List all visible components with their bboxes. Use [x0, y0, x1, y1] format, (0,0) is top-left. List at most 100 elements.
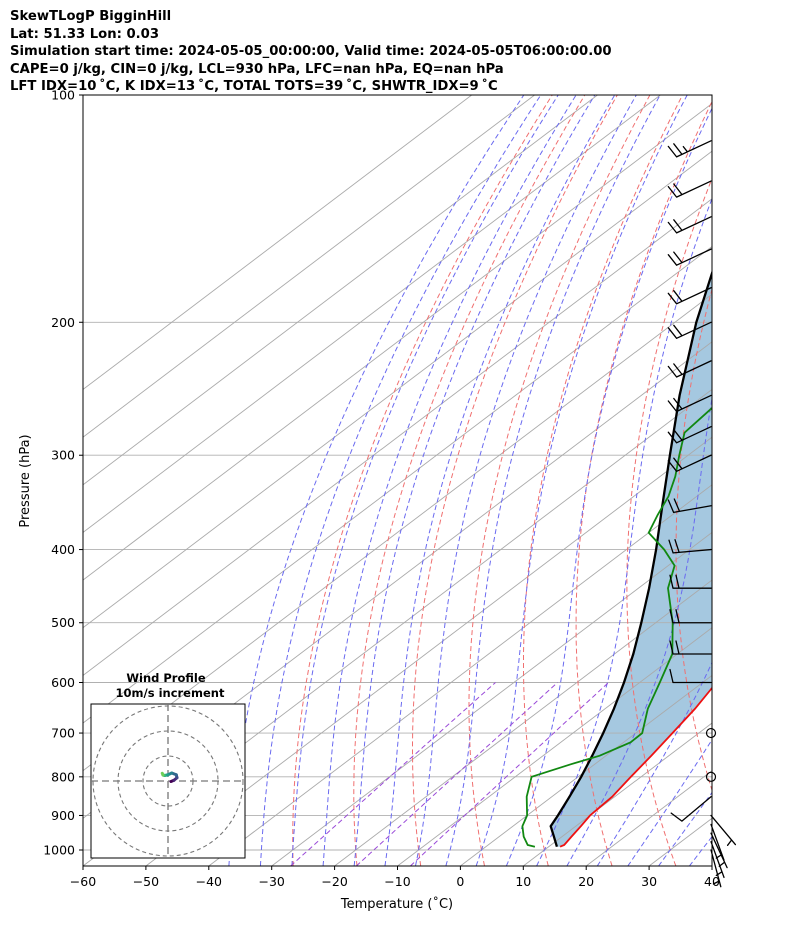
isotherm-line	[711, 865, 712, 866]
isotherm-line	[523, 722, 712, 866]
wind-barb	[669, 640, 712, 655]
mixing-ratio-line	[290, 682, 496, 866]
wind-barb	[667, 140, 712, 158]
wind-barb	[710, 849, 722, 888]
dry-adiabat-line	[770, 95, 794, 866]
y-axis-label: Pressure (hPa)	[18, 434, 33, 527]
mixing-ratio-line	[355, 682, 558, 866]
wind-barb	[669, 574, 712, 589]
wind-barb	[669, 668, 712, 684]
isotherm-line	[83, 95, 472, 391]
header-index-line: LFT IDX=10 ˚C, K IDX=13 ˚C, TOTAL TOTS=3…	[10, 79, 498, 94]
mixing-ratio-lines	[290, 682, 609, 866]
x-axis-label: Temperature (˚C)	[340, 896, 453, 912]
isotherm-line	[145, 436, 712, 866]
y-tick-label: 700	[51, 726, 75, 741]
temperature-profile-line	[559, 686, 712, 848]
wind-barb	[710, 832, 728, 869]
dewpoint-profile-line	[521, 407, 712, 848]
dry-adiabat-line	[724, 95, 794, 866]
isotherm-line	[271, 531, 712, 866]
moist-adiabat-line	[353, 95, 596, 866]
mixing-ratio-line	[410, 682, 609, 866]
isotherm-line	[208, 484, 712, 866]
isotherm-line	[83, 95, 661, 533]
wind-barb	[710, 823, 725, 861]
wind-barb	[667, 287, 712, 305]
wind-barb	[667, 498, 712, 514]
moist-adiabat-line	[384, 95, 616, 866]
x-axis-ticks: −60 −50 −40 −30 −20 −10 0 10 20 30 40	[70, 866, 720, 889]
cape-shaded-area	[550, 273, 712, 847]
x-tick-label: −20	[321, 874, 347, 889]
moist-adiabat-line	[596, 661, 712, 866]
isotherm-line	[83, 388, 712, 866]
y-tick-label: 600	[51, 675, 75, 690]
dry-adiabat-line	[468, 95, 651, 866]
y-tick-label: 200	[51, 315, 75, 330]
wind-barb	[668, 539, 712, 554]
y-tick-label: 1000	[43, 843, 75, 858]
y-tick-label: 400	[51, 542, 75, 557]
moist-adiabat-line	[658, 791, 712, 866]
inset-subtitle: 10m/s increment	[116, 686, 225, 700]
hodograph-inset: Wind Profile 10m/s increment	[90, 671, 246, 859]
inset-title: Wind Profile	[126, 671, 206, 685]
x-tick-label: 20	[578, 874, 594, 889]
moist-adiabat-line	[415, 95, 637, 866]
moist-adiabat-line	[259, 95, 542, 866]
wind-barb	[670, 796, 712, 822]
wind-barb	[667, 454, 712, 472]
wind-barb	[667, 394, 712, 413]
dry-adiabat-line	[575, 100, 712, 866]
wind-barb-calm	[705, 771, 717, 782]
isotherm-line	[83, 245, 712, 724]
moist-adiabat-line	[445, 95, 661, 866]
moist-adiabat-line	[566, 395, 712, 866]
moist-adiabat-line	[291, 95, 559, 866]
wind-barb	[667, 426, 712, 444]
header-location-line: Lat: 51.33 Lon: 0.03	[10, 26, 160, 42]
x-tick-label: −40	[196, 874, 222, 889]
cape-cin-shading	[550, 273, 712, 847]
chart-header: SkewTLogP BigginHill Lat: 51.33 Lon: 0.0…	[10, 8, 612, 96]
wind-barb-calm	[705, 727, 717, 739]
y-axis-ticks: 100 200 300 400 500 600 700 800 900 1000	[43, 88, 83, 858]
isotherm-line	[460, 674, 712, 866]
dry-adiabat-line	[626, 177, 712, 866]
x-tick-label: 30	[641, 874, 657, 889]
moist-adiabat-line	[475, 95, 688, 866]
wind-barb	[667, 216, 712, 234]
wind-barb	[669, 609, 712, 624]
y-tick-label: 300	[51, 448, 75, 463]
x-tick-label: 0	[456, 874, 464, 889]
isotherm-line	[83, 102, 712, 581]
moist-adiabat-line	[228, 95, 525, 866]
x-tick-label: −60	[70, 874, 96, 889]
x-tick-label: −10	[384, 874, 410, 889]
x-tick-label: 10	[515, 874, 531, 889]
profiles	[521, 269, 712, 848]
isotherm-line	[83, 95, 535, 438]
wind-barb	[667, 321, 712, 339]
isotherm-line	[83, 150, 712, 629]
x-tick-label: −30	[259, 874, 285, 889]
hodograph-plot	[91, 704, 245, 858]
header-station-line: SkewTLogP BigginHill	[10, 9, 172, 24]
x-tick-label: −50	[133, 874, 159, 889]
x-tick-label: 40	[704, 874, 720, 889]
parcel-profile-line	[549, 269, 712, 848]
header-time-line: Simulation start time: 2024-05-05_00:00:…	[10, 44, 612, 59]
dry-adiabat-line	[523, 95, 683, 866]
wind-barb	[710, 841, 725, 879]
moist-adiabat-line	[627, 738, 712, 866]
hodograph-segment	[160, 771, 165, 777]
y-tick-label: 100	[51, 88, 75, 103]
moist-adiabat-line	[536, 197, 712, 866]
dry-adiabats	[292, 95, 794, 866]
header-cape-line: CAPE=0 j/kg, CIN=0 j/kg, LCL=930 hPa, LF…	[10, 61, 504, 77]
wind-barb	[667, 180, 712, 198]
y-tick-label: 500	[51, 615, 75, 630]
y-tick-label: 900	[51, 808, 75, 823]
